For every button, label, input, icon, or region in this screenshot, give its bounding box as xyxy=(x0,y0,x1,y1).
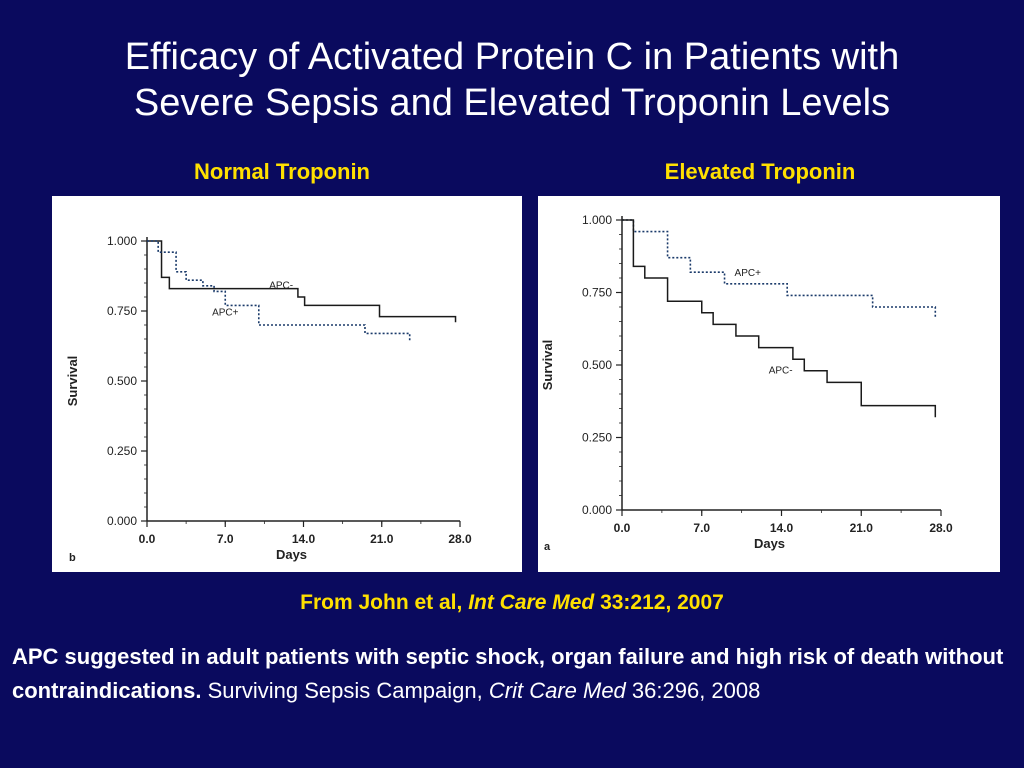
series-line-apc-plus xyxy=(622,219,937,319)
citation-prefix: From John et al, xyxy=(300,591,463,614)
x-tick-label: 7.0 xyxy=(217,532,234,546)
series-label: APC- xyxy=(269,281,293,292)
x-tick-label: 21.0 xyxy=(370,532,394,546)
survival-chart-normal-troponin: 0.000 0.250 0.500 0.750 1.000 0.0 7.0 14.0 21.0 2… xyxy=(65,234,472,564)
y-tick-label: 1.000 xyxy=(107,234,137,248)
note-source: Surviving Sepsis Campaign, xyxy=(207,678,483,703)
source-citation: From John et al, Int Care Med 33:212, 20… xyxy=(0,591,1024,615)
x-tick-label: 0.0 xyxy=(139,532,156,546)
panel-heading-normal: Normal Troponin xyxy=(194,159,370,184)
y-axis-title: Survival xyxy=(540,340,555,391)
citation-suffix: 33:212, 2007 xyxy=(600,591,724,614)
slide-title: Efficacy of Activated Protein C in Patie… xyxy=(0,34,1024,126)
chart-panel-elevated: 0.000 0.250 0.500 0.750 1.000 0.0 7.0 14.0 21.0 2… xyxy=(538,196,1000,572)
y-tick-label: 0.250 xyxy=(107,444,137,458)
series-line-apc-minus xyxy=(622,219,937,418)
note-ref: 36:296, 2008 xyxy=(631,678,761,703)
x-axis-title: Days xyxy=(754,536,785,551)
y-tick-label: 0.500 xyxy=(107,374,137,388)
title-line-2: Severe Sepsis and Elevated Troponin Leve… xyxy=(133,82,891,124)
series-label: APC+ xyxy=(212,307,239,318)
survival-chart-elevated-troponin: 0.000 0.250 0.500 0.750 1.000 0.0 7.0 14.0 21.0 2… xyxy=(540,213,953,553)
title-line-1: Efficacy of Activated Protein C in Patie… xyxy=(124,36,900,78)
y-tick-label: 0.500 xyxy=(582,358,612,372)
y-tick-label: 0.000 xyxy=(582,503,612,517)
note-journal: Crit Care Med xyxy=(488,678,626,703)
y-tick-label: 0.000 xyxy=(107,514,137,528)
x-tick-label: 14.0 xyxy=(292,532,316,546)
y-tick-label: 1.000 xyxy=(582,213,612,227)
x-tick-label: 14.0 xyxy=(770,521,794,535)
citation-journal: Int Care Med xyxy=(468,591,595,614)
panel-letter: a xyxy=(544,541,551,553)
chart-panel-normal: 0.000 0.250 0.500 0.750 1.000 0.0 7.0 14.0 21.0 2… xyxy=(52,196,522,572)
x-tick-label: 28.0 xyxy=(929,521,953,535)
x-axis-title: Days xyxy=(276,547,307,562)
x-tick-label: 7.0 xyxy=(693,521,710,535)
series-label: APC+ xyxy=(735,268,762,279)
series-line-apc-minus xyxy=(147,240,457,323)
panel-letter: b xyxy=(69,552,76,564)
y-axis-title: Survival xyxy=(65,356,80,407)
series-label: APC- xyxy=(769,366,793,377)
y-tick-label: 0.750 xyxy=(582,286,612,300)
recommendation-note: APC suggested in adult patients with sep… xyxy=(12,640,1016,708)
x-tick-label: 0.0 xyxy=(614,521,631,535)
y-tick-label: 0.250 xyxy=(582,431,612,445)
note-bold-text: APC suggested in adult patients with sep… xyxy=(12,644,1004,703)
x-tick-label: 28.0 xyxy=(448,532,472,546)
y-tick-label: 0.750 xyxy=(107,304,137,318)
panel-heading-elevated: Elevated Troponin xyxy=(664,159,856,184)
x-tick-label: 21.0 xyxy=(850,521,874,535)
